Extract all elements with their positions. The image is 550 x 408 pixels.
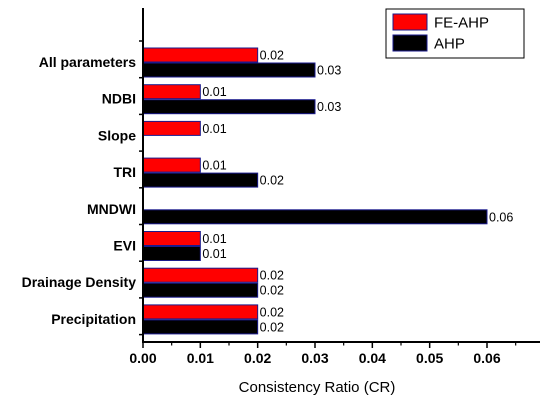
legend: FE-AHP AHP	[385, 8, 525, 59]
bar-fe-ahp-tri	[142, 157, 201, 173]
category-label-precipitation: Precipitation	[51, 311, 136, 327]
legend-swatch-fe-ahp	[392, 13, 428, 31]
bar-ahp-all-parameters	[142, 62, 316, 78]
bar-fe-ahp-all-parameters	[142, 47, 259, 63]
data-label-fe-ahp-evi: 0.01	[202, 232, 226, 246]
bar-fe-ahp-ndbi	[142, 84, 201, 100]
data-label-fe-ahp-precipitation: 0.02	[260, 305, 284, 319]
legend-label-ahp: AHP	[434, 36, 465, 53]
data-label-ahp-precipitation: 0.02	[260, 320, 284, 334]
x-axis-title: Consistency Ratio (CR)	[239, 379, 396, 396]
labels-layer: 0.020.030.010.030.010.010.020.060.010.01…	[202, 49, 513, 335]
legend-label-fe-ahp: FE-AHP	[434, 15, 489, 32]
x-tick-label-0-04: 0.04	[359, 350, 386, 366]
data-label-ahp-tri: 0.02	[260, 174, 284, 188]
bar-fe-ahp-slope	[142, 120, 201, 136]
data-label-fe-ahp-ndbi: 0.01	[202, 85, 226, 99]
bars-layer	[142, 47, 488, 335]
bar-ahp-tri	[142, 172, 259, 188]
bar-fe-ahp-drainage-density	[142, 267, 259, 283]
bar-ahp-drainage-density	[142, 282, 259, 298]
x-tick-label-0-02: 0.02	[244, 350, 271, 366]
category-label-ndbi: NDBI	[102, 91, 136, 107]
data-label-fe-ahp-tri: 0.01	[202, 159, 226, 173]
bar-ahp-precipitation	[142, 319, 259, 335]
x-tick-label-0-03: 0.03	[301, 350, 328, 366]
category-label-evi: EVI	[113, 238, 136, 254]
bar-fe-ahp-evi	[142, 231, 201, 246]
bar-ahp-mndwi	[142, 209, 488, 225]
data-label-ahp-evi: 0.01	[202, 247, 226, 261]
category-label-mndwi: MNDWI	[87, 201, 136, 217]
category-label-tri: TRI	[113, 164, 136, 180]
bar-ahp-evi	[142, 246, 201, 261]
bar-fe-ahp-precipitation	[142, 304, 259, 320]
category-label-slope: Slope	[98, 127, 136, 143]
data-label-ahp-all-parameters: 0.03	[317, 64, 341, 78]
x-tick-label-0-06: 0.06	[473, 350, 500, 366]
data-label-ahp-drainage-density: 0.02	[260, 284, 284, 298]
data-label-fe-ahp-all-parameters: 0.02	[260, 49, 284, 63]
x-tick-label-0-05: 0.05	[416, 350, 443, 366]
x-tick-label-0-01: 0.01	[187, 350, 214, 366]
data-label-fe-ahp-drainage-density: 0.02	[260, 269, 284, 283]
x-tick-label-0-00: 0.00	[129, 350, 156, 366]
legend-swatch-ahp	[392, 34, 428, 52]
data-label-fe-ahp-slope: 0.01	[202, 122, 226, 136]
category-label-all-parameters: All parameters	[39, 54, 136, 70]
data-label-ahp-ndbi: 0.03	[317, 100, 341, 114]
bar-ahp-ndbi	[142, 99, 316, 115]
data-label-ahp-mndwi: 0.06	[489, 210, 513, 224]
category-label-drainage-density: Drainage Density	[22, 274, 137, 290]
axis-layer: All parameters NDBI Slope TRI MNDWI EVI Draina…	[22, 8, 540, 396]
